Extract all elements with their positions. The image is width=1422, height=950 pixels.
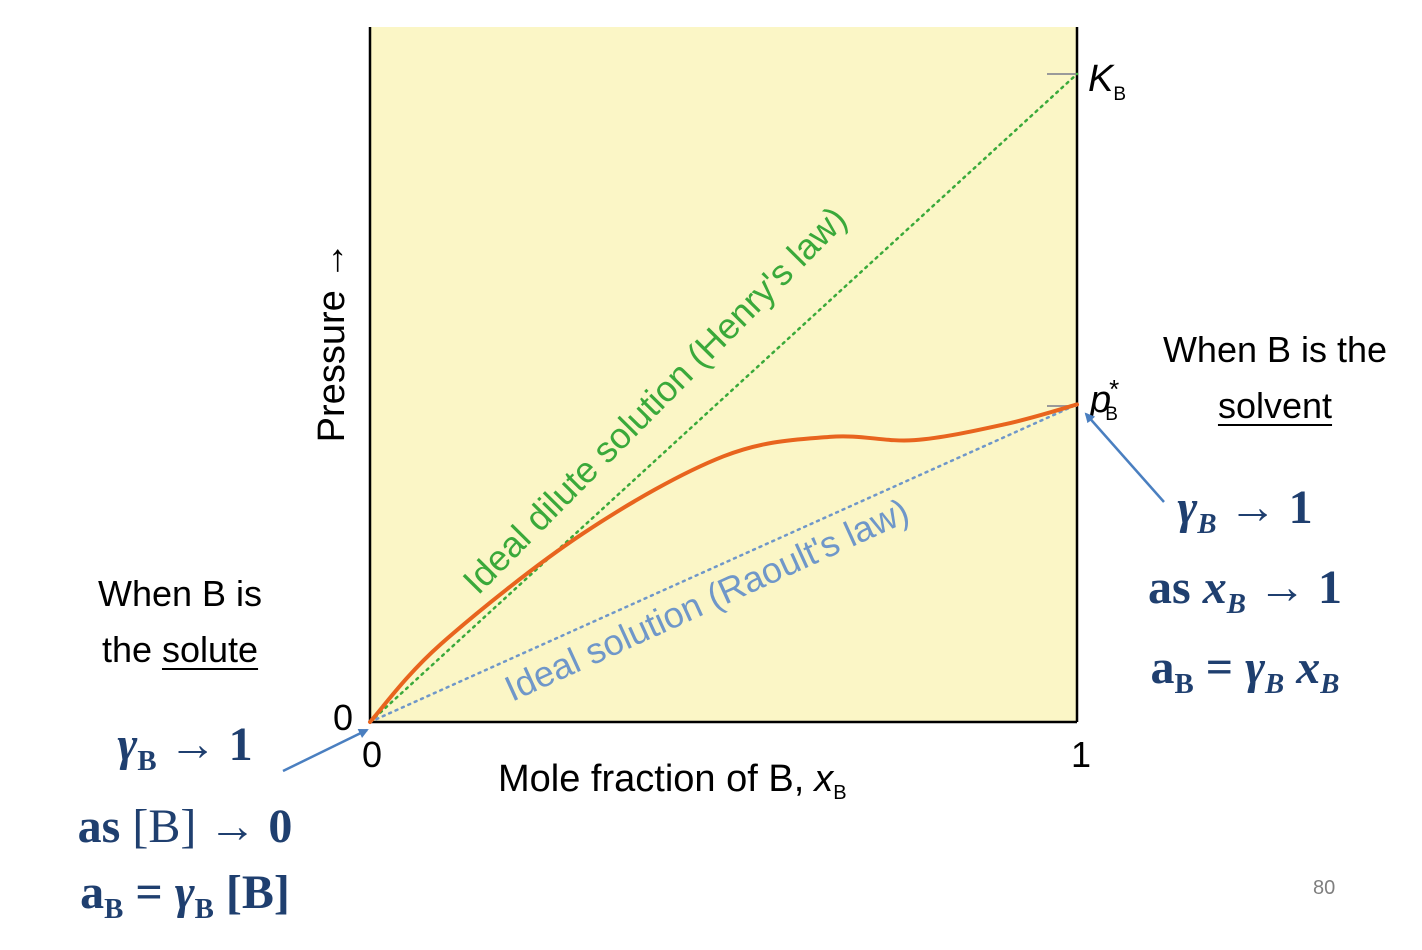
solvent-math-line3: aB = γB xB xyxy=(1150,641,1340,701)
henry-law-line xyxy=(368,72,1079,724)
y-tick-0: 0 xyxy=(333,697,353,738)
solvent-math-line1: γB → 1 xyxy=(1177,481,1313,541)
solute-math-line3: aB = γB [B] xyxy=(80,866,290,926)
real-solution-curve xyxy=(368,402,1079,724)
pb-star-label: p* B xyxy=(1089,374,1119,425)
solute-arrow xyxy=(282,728,369,773)
solute-note: When B is the solute xyxy=(60,566,300,678)
kb-label: KB xyxy=(1088,58,1126,105)
solvent-math: γB → 1 as xB → 1 aB = γB xB xyxy=(1110,476,1380,716)
y-axis-label: Pressure → xyxy=(311,242,353,443)
page-number: 80 xyxy=(1313,877,1336,899)
plot-background xyxy=(370,27,1077,722)
x-axis-label: Mole fraction of B, xB xyxy=(498,758,847,804)
solute-math-line2: as [B] → 0 xyxy=(77,800,293,854)
x-tick-1: 1 xyxy=(1071,734,1091,775)
x-tick-0: 0 xyxy=(362,734,382,775)
raoult-law-line xyxy=(368,403,1079,724)
solute-math-line1: γB → 1 xyxy=(117,718,253,778)
solvent-note-line1: When B is the xyxy=(1162,329,1388,370)
solvent-note-line2: solvent xyxy=(1217,385,1333,426)
solute-note-line2: the solute xyxy=(101,629,259,670)
solvent-math-line2: as xB → 1 xyxy=(1148,561,1342,621)
solvent-arrow xyxy=(1084,412,1165,503)
solute-math: γB → 1 as [B] → 0 aB = γB [B] xyxy=(40,712,330,942)
solute-note-line1: When B is xyxy=(97,573,263,614)
solvent-note: When B is the solvent xyxy=(1140,322,1410,434)
